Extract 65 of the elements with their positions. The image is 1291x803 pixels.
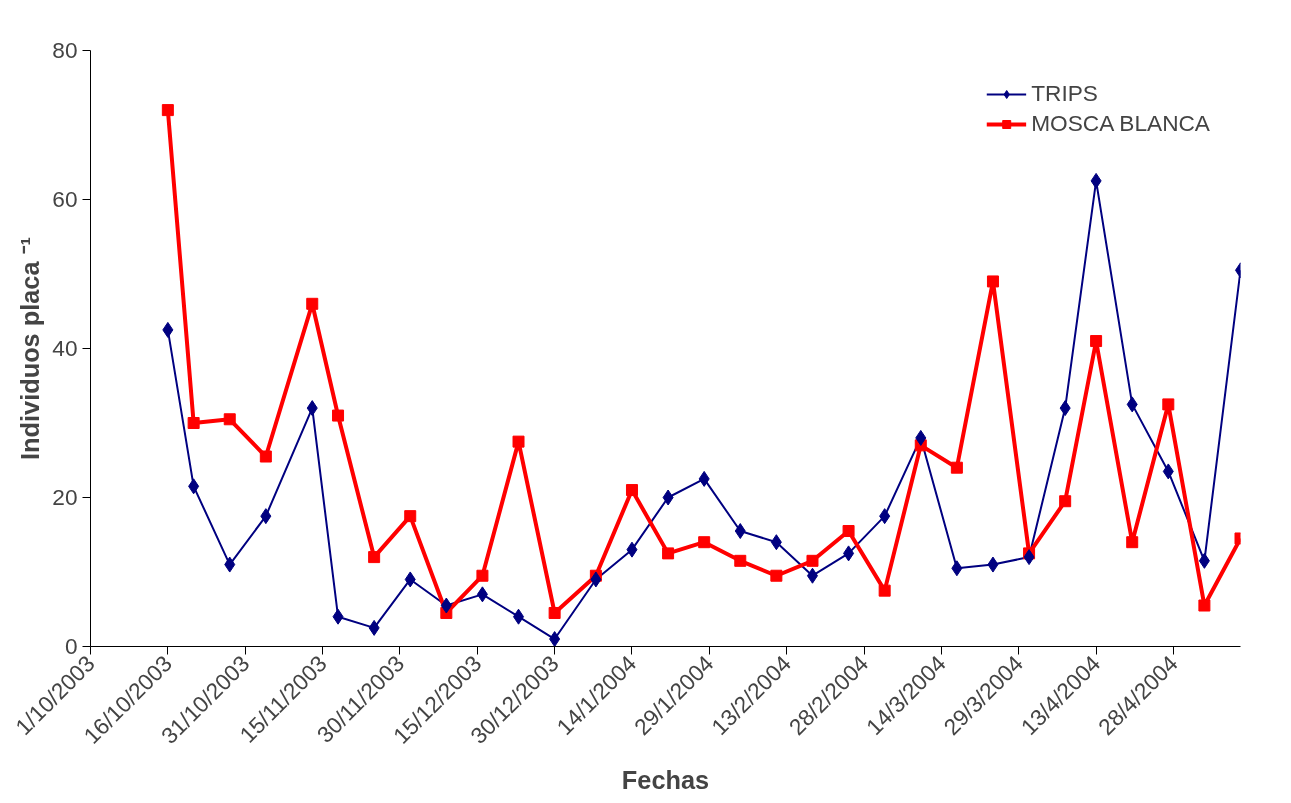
point xyxy=(188,478,200,495)
point xyxy=(161,104,174,117)
y-axis-title: Individuos placa ⁻¹ xyxy=(16,237,45,460)
point xyxy=(879,508,891,525)
point xyxy=(626,541,638,558)
point xyxy=(878,584,891,597)
point xyxy=(548,606,561,619)
point xyxy=(1198,552,1210,569)
point xyxy=(224,556,236,573)
point xyxy=(512,435,525,448)
point xyxy=(476,569,489,582)
point xyxy=(332,409,345,422)
point xyxy=(549,631,561,647)
point xyxy=(806,554,819,567)
point xyxy=(223,413,236,426)
x-axis-title: Fechas xyxy=(621,766,710,795)
y-tick-label: 0 xyxy=(64,633,78,659)
point xyxy=(1090,172,1102,189)
point xyxy=(162,321,174,338)
point xyxy=(368,619,380,636)
point xyxy=(187,417,200,429)
point xyxy=(770,534,782,551)
y-tick-label: 40 xyxy=(52,335,78,361)
y-tick-label: 60 xyxy=(52,186,78,212)
point xyxy=(513,608,525,625)
legend-label: TRIPS xyxy=(1031,80,1098,107)
point xyxy=(440,597,452,614)
point xyxy=(306,297,319,310)
point xyxy=(1126,536,1139,549)
point xyxy=(842,525,855,538)
y-tick-label: 20 xyxy=(52,484,78,510)
point xyxy=(625,484,638,497)
point xyxy=(1126,396,1138,413)
point xyxy=(698,536,711,549)
point xyxy=(915,429,927,446)
point xyxy=(662,547,675,560)
legend-label: MOSCA BLANCA xyxy=(1031,110,1210,137)
point xyxy=(1162,398,1175,411)
point xyxy=(404,571,416,588)
point xyxy=(332,608,344,625)
point xyxy=(368,551,381,564)
point xyxy=(770,569,783,582)
point xyxy=(698,470,710,487)
point xyxy=(260,508,272,525)
point xyxy=(404,510,417,523)
point xyxy=(843,545,855,562)
point xyxy=(734,554,747,567)
point xyxy=(1090,335,1103,348)
point xyxy=(950,461,963,474)
point xyxy=(734,523,746,540)
point xyxy=(1162,463,1174,480)
point xyxy=(662,489,674,506)
point xyxy=(986,275,999,288)
point xyxy=(476,586,488,603)
point xyxy=(951,560,963,577)
point xyxy=(590,571,602,588)
point xyxy=(806,567,818,584)
point xyxy=(1059,495,1072,508)
y-tick-label: 80 xyxy=(52,37,78,63)
point xyxy=(987,556,999,573)
point xyxy=(1059,400,1071,417)
point xyxy=(1198,599,1211,612)
point xyxy=(1023,549,1035,566)
point xyxy=(259,450,272,463)
point xyxy=(306,400,318,417)
